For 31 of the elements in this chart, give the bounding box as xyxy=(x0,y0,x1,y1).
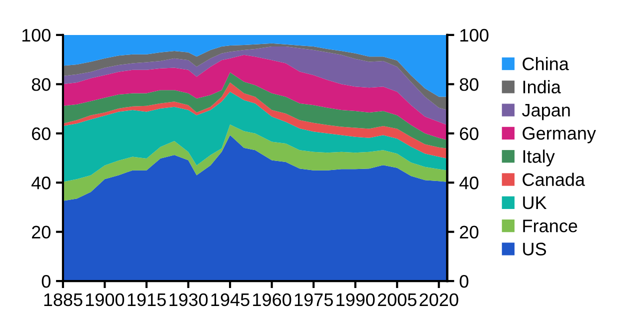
x-tick-label: 1885 xyxy=(44,293,82,306)
y2-tick-label: 60 xyxy=(460,127,478,140)
y-tick-label: 20 xyxy=(32,226,50,239)
x-tick-label: 2005 xyxy=(378,293,416,306)
y-tick-label: 0 xyxy=(42,274,50,288)
y-tick-label: 40 xyxy=(32,176,50,190)
y-tick-label: 60 xyxy=(32,127,50,140)
legend-label: India xyxy=(523,80,561,94)
y2-tick-label: 80 xyxy=(460,78,478,91)
x-tick-label: 1900 xyxy=(86,293,124,306)
legend-label: Canada xyxy=(522,172,585,186)
y-tick-label: 100 xyxy=(22,28,50,42)
y2-tick-label: 20 xyxy=(460,226,478,239)
legend-label: Italy xyxy=(523,150,555,166)
legend-label: Germany xyxy=(522,126,596,144)
x-tick-label: 2020 xyxy=(420,293,458,306)
legend-label: China xyxy=(522,56,569,70)
y-tick-label: 80 xyxy=(32,78,50,91)
y2-tick-label: 0 xyxy=(460,274,468,288)
y2-tick-label: 40 xyxy=(459,176,478,190)
legend-label: France xyxy=(523,220,578,232)
legend-label: Japan xyxy=(522,104,570,120)
x-tick-label: 1975 xyxy=(294,293,333,306)
x-tick-label: 1990 xyxy=(336,293,375,306)
x-tick-label: 1945 xyxy=(211,293,250,306)
x-tick-label: 1930 xyxy=(170,293,208,306)
y2-tick-label: 100 xyxy=(460,28,488,42)
x-tick-label: 1960 xyxy=(253,293,292,306)
legend-label: US xyxy=(523,242,546,256)
legend-label: UK xyxy=(523,196,547,210)
x-tick-label: 1915 xyxy=(128,293,166,306)
